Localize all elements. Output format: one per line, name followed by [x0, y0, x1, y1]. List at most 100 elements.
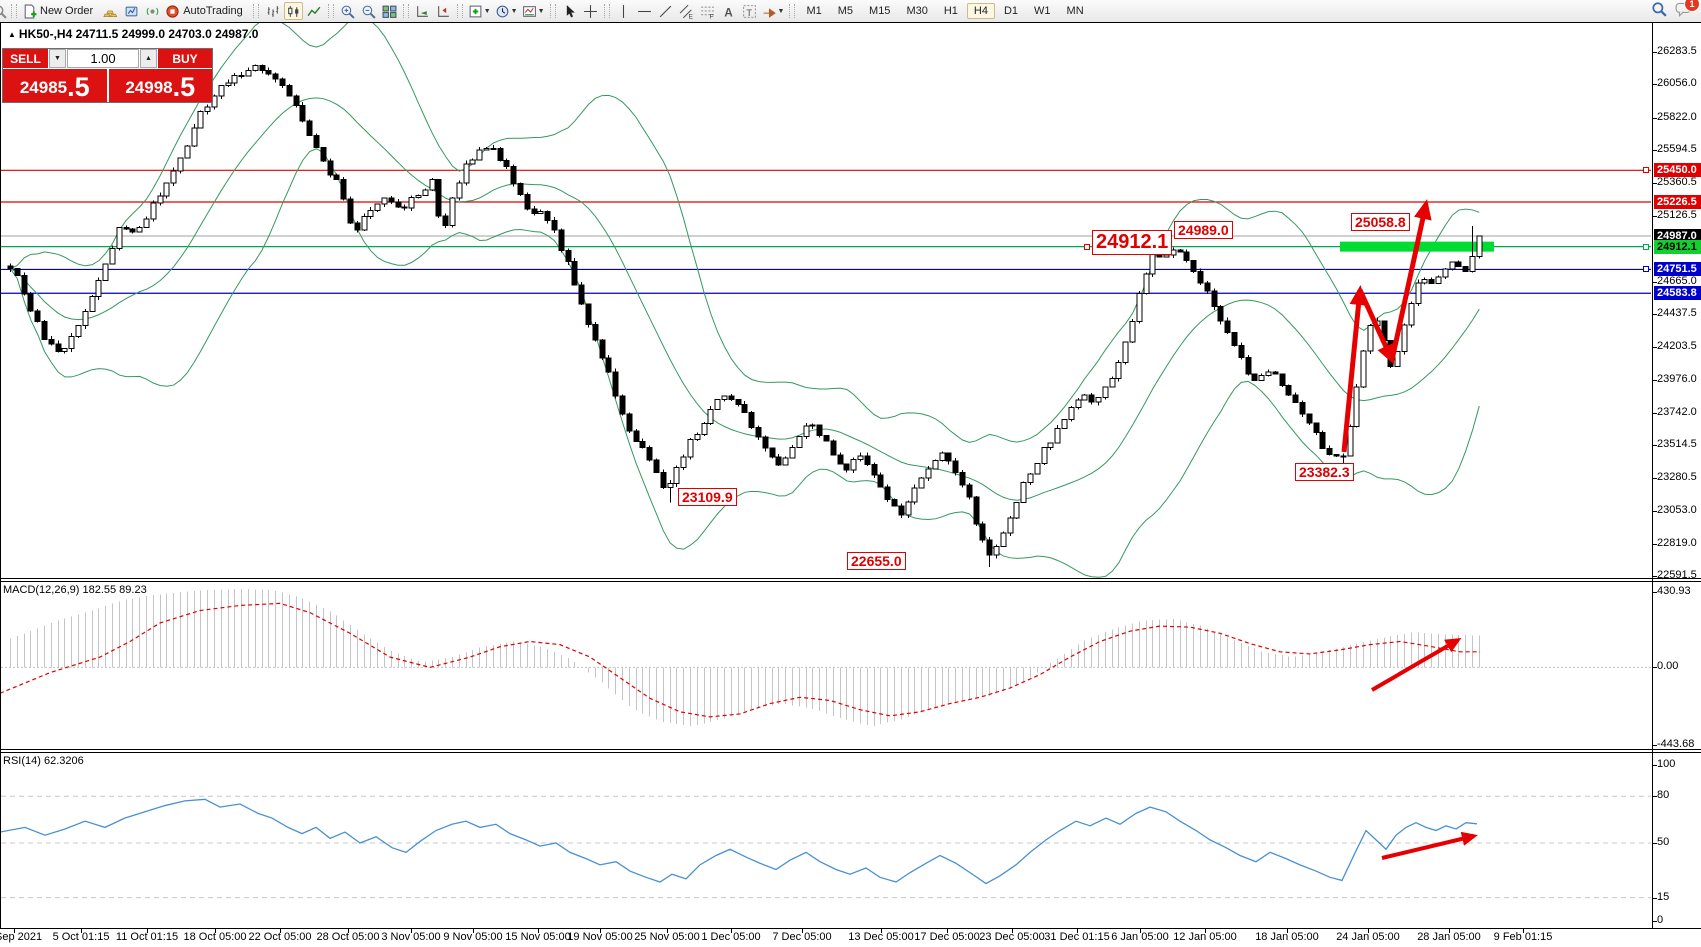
date-axis-label: 28 Jan 05:00 — [1417, 931, 1481, 943]
zoom-out-button[interactable] — [359, 2, 378, 20]
buy-button[interactable]: BUY — [158, 49, 212, 68]
price-callout-label[interactable]: 23109.9 — [678, 488, 737, 506]
zoom-in-button[interactable] — [338, 2, 357, 20]
search-icon[interactable] — [1651, 1, 1667, 22]
timeframe-button-m5[interactable]: M5 — [837, 5, 854, 17]
indicators-button[interactable]: ▼ — [467, 2, 492, 20]
cursor-icon — [566, 4, 575, 17]
timeframe-button-m1[interactable]: M1 — [806, 5, 822, 17]
timeframe-button-w1[interactable]: W1 — [1034, 5, 1051, 17]
volume-increase-button[interactable]: ▲ — [140, 49, 157, 68]
equidistant-channel-button[interactable]: E — [677, 2, 696, 20]
date-axis-label: 12 Jan 05:00 — [1173, 931, 1237, 943]
horizontal-line-button[interactable] — [635, 2, 654, 20]
text-label-button[interactable]: T — [740, 2, 759, 20]
bid-price[interactable]: 24985.5 — [3, 69, 107, 102]
volume-decrease-button[interactable]: ▼ — [49, 49, 66, 68]
timeframe-button-h4[interactable]: H4 — [966, 3, 995, 19]
price-axis-label: 23053.0 — [1657, 503, 1697, 516]
horizontal-line-icon — [637, 10, 651, 12]
zoom-out-icon — [362, 5, 376, 19]
price-callout-label[interactable]: 24989.0 — [1174, 221, 1233, 239]
timeframe-button-h1[interactable]: H1 — [943, 5, 958, 17]
arrows-tool-button[interactable]: ▼ — [761, 2, 786, 20]
vertical-line-button[interactable] — [614, 2, 633, 20]
autotrading-button[interactable]: AutoTrading — [164, 2, 249, 20]
price-axis-label: 23280.5 — [1657, 471, 1697, 484]
line-handle[interactable] — [1643, 266, 1649, 273]
date-axis-label: 6 Jan 05:00 — [1111, 931, 1169, 943]
timeframe-button-m15[interactable]: M15 — [869, 5, 891, 17]
rsi-axis-label: 0 — [1657, 914, 1664, 926]
volume-input[interactable]: 1.00 — [67, 49, 139, 68]
date-axis-label: 8 Sep 2021 — [0, 931, 43, 943]
ask-price[interactable]: 24998.5 — [108, 69, 212, 102]
timeframe-button-d1[interactable]: D1 — [1003, 5, 1019, 17]
notifications-button[interactable]: 1 — [1675, 0, 1700, 22]
timeframe-button-mn[interactable]: MN — [1066, 5, 1084, 17]
candlestick-chart-button[interactable] — [283, 2, 303, 20]
bar-chart-button[interactable] — [263, 2, 282, 20]
chevron-down-icon: ▼ — [777, 7, 785, 15]
price-callout-label[interactable]: 25058.8 — [1351, 213, 1410, 231]
rsi-axis-label: 80 — [1657, 789, 1670, 802]
auto-scroll-icon — [416, 5, 428, 17]
chart-shift-button[interactable] — [434, 2, 453, 20]
line-chart-button[interactable] — [305, 2, 324, 20]
signals-button[interactable] — [143, 2, 162, 20]
tile-windows-icon — [382, 5, 397, 18]
expert-advisors-button[interactable] — [122, 2, 141, 20]
price-callout-label[interactable]: 24912.1 — [1092, 230, 1173, 255]
bollinger-upper — [10, 23, 1480, 443]
periods-icon — [496, 5, 509, 17]
svg-text:E: E — [688, 13, 692, 19]
templates-icon — [522, 5, 536, 17]
price-callout-label[interactable]: 23382.3 — [1295, 463, 1354, 481]
candles-layer — [7, 64, 1483, 567]
chevron-down-icon: ▼ — [537, 7, 545, 15]
toolbar-grip — [456, 4, 463, 18]
tile-windows-button[interactable] — [380, 2, 399, 20]
chart-frame — [0, 22, 1701, 933]
toolbar-grip — [789, 4, 796, 18]
rsi-indicator-label: RSI(14) 62.3206 — [3, 755, 84, 767]
triangle-down-icon: ▼ — [54, 55, 61, 62]
date-axis-label: 9 Nov 05:00 — [443, 931, 503, 943]
new-order-button[interactable]: New Order — [21, 2, 99, 20]
line-chart-icon — [307, 6, 321, 16]
date-axis-label: 7 Dec 05:00 — [772, 931, 832, 943]
trendline-icon — [659, 5, 671, 17]
autotrading-label: AutoTrading — [183, 5, 243, 17]
date-axis-label: 19 Nov 05:00 — [567, 931, 633, 943]
price-axis-label: 26056.0 — [1657, 77, 1697, 90]
date-axis-label: 15 Nov 05:00 — [505, 931, 571, 943]
macd-indicator-label: MACD(12,26,9) 182.55 89.23 — [3, 584, 147, 596]
trendline-button[interactable] — [656, 2, 675, 20]
macd-axis-label: 0.00 — [1657, 660, 1679, 673]
fibonacci-button[interactable]: F — [698, 2, 717, 20]
sell-button[interactable]: SELL — [3, 49, 48, 68]
cursor-button[interactable] — [560, 2, 579, 20]
line-handle[interactable] — [1643, 243, 1649, 250]
price-axis-label: 23976.0 — [1657, 372, 1697, 385]
chevron-down-icon: ▼ — [510, 7, 518, 15]
templates-button[interactable]: ▼ — [521, 2, 546, 20]
price-callout-label[interactable]: 22655.0 — [847, 552, 906, 570]
line-handle[interactable] — [1643, 167, 1649, 174]
rsi-axis-label: 100 — [1657, 758, 1676, 770]
price-axis-label: 25126.5 — [1657, 209, 1697, 222]
price-line-badge: 24912.1 — [1654, 239, 1701, 254]
funds-button[interactable] — [101, 2, 120, 20]
price-axis-label: 24203.5 — [1657, 340, 1697, 353]
auto-scroll-button[interactable] — [413, 2, 432, 20]
date-axis-label: 13 Dec 05:00 — [848, 931, 914, 943]
line-handle[interactable] — [1084, 243, 1090, 250]
crosshair-button[interactable] — [581, 2, 600, 20]
date-axis-label: 18 Jan 05:00 — [1255, 931, 1319, 943]
timeframe-button-m30[interactable]: M30 — [906, 5, 928, 17]
text-button[interactable]: A — [719, 2, 738, 20]
periods-button[interactable]: ▼ — [494, 2, 519, 20]
fibonacci-icon: F — [700, 6, 714, 19]
date-axis-label: 25 Nov 05:00 — [634, 931, 700, 943]
